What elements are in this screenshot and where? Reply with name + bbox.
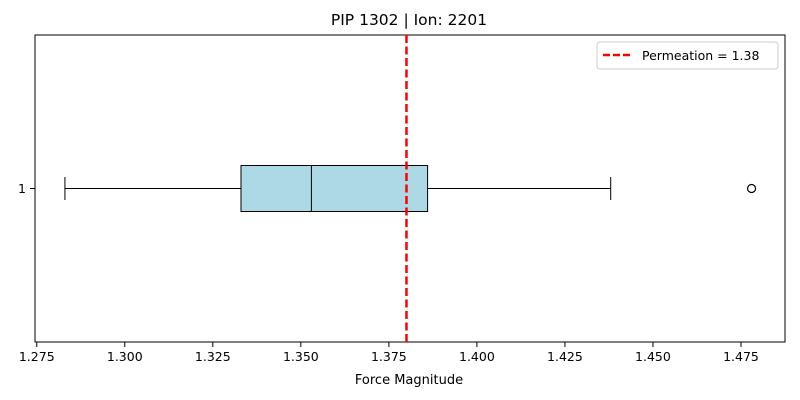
x-tick-label: 1.400 <box>459 349 495 364</box>
x-axis: 1.275 1.300 1.325 1.350 1.375 1.400 1.425 1.450… <box>19 342 759 364</box>
x-tick-label: 1.425 <box>547 349 583 364</box>
legend: Permeation = 1.38 <box>596 41 779 70</box>
x-tick-label: 1.275 <box>19 349 55 364</box>
chart-title: PIP 1302 | Ion: 2201 <box>331 11 487 29</box>
x-tick-label: 1.475 <box>723 349 759 364</box>
x-tick-label: 1.300 <box>107 349 143 364</box>
x-tick-label: 1.450 <box>635 349 671 364</box>
legend-label: Permeation = 1.38 <box>642 48 759 63</box>
x-tick-label: 1.375 <box>371 349 407 364</box>
box-plot <box>64 165 757 212</box>
box-iqr <box>240 165 429 212</box>
y-axis: 1 <box>18 181 35 196</box>
x-tick-label: 1.325 <box>195 349 231 364</box>
x-axis-title: Force Magnitude <box>355 373 463 388</box>
legend-box <box>596 41 779 70</box>
x-tick-label: 1.350 <box>283 349 319 364</box>
outlier-point <box>746 183 757 194</box>
y-tick-label: 1 <box>18 181 26 196</box>
